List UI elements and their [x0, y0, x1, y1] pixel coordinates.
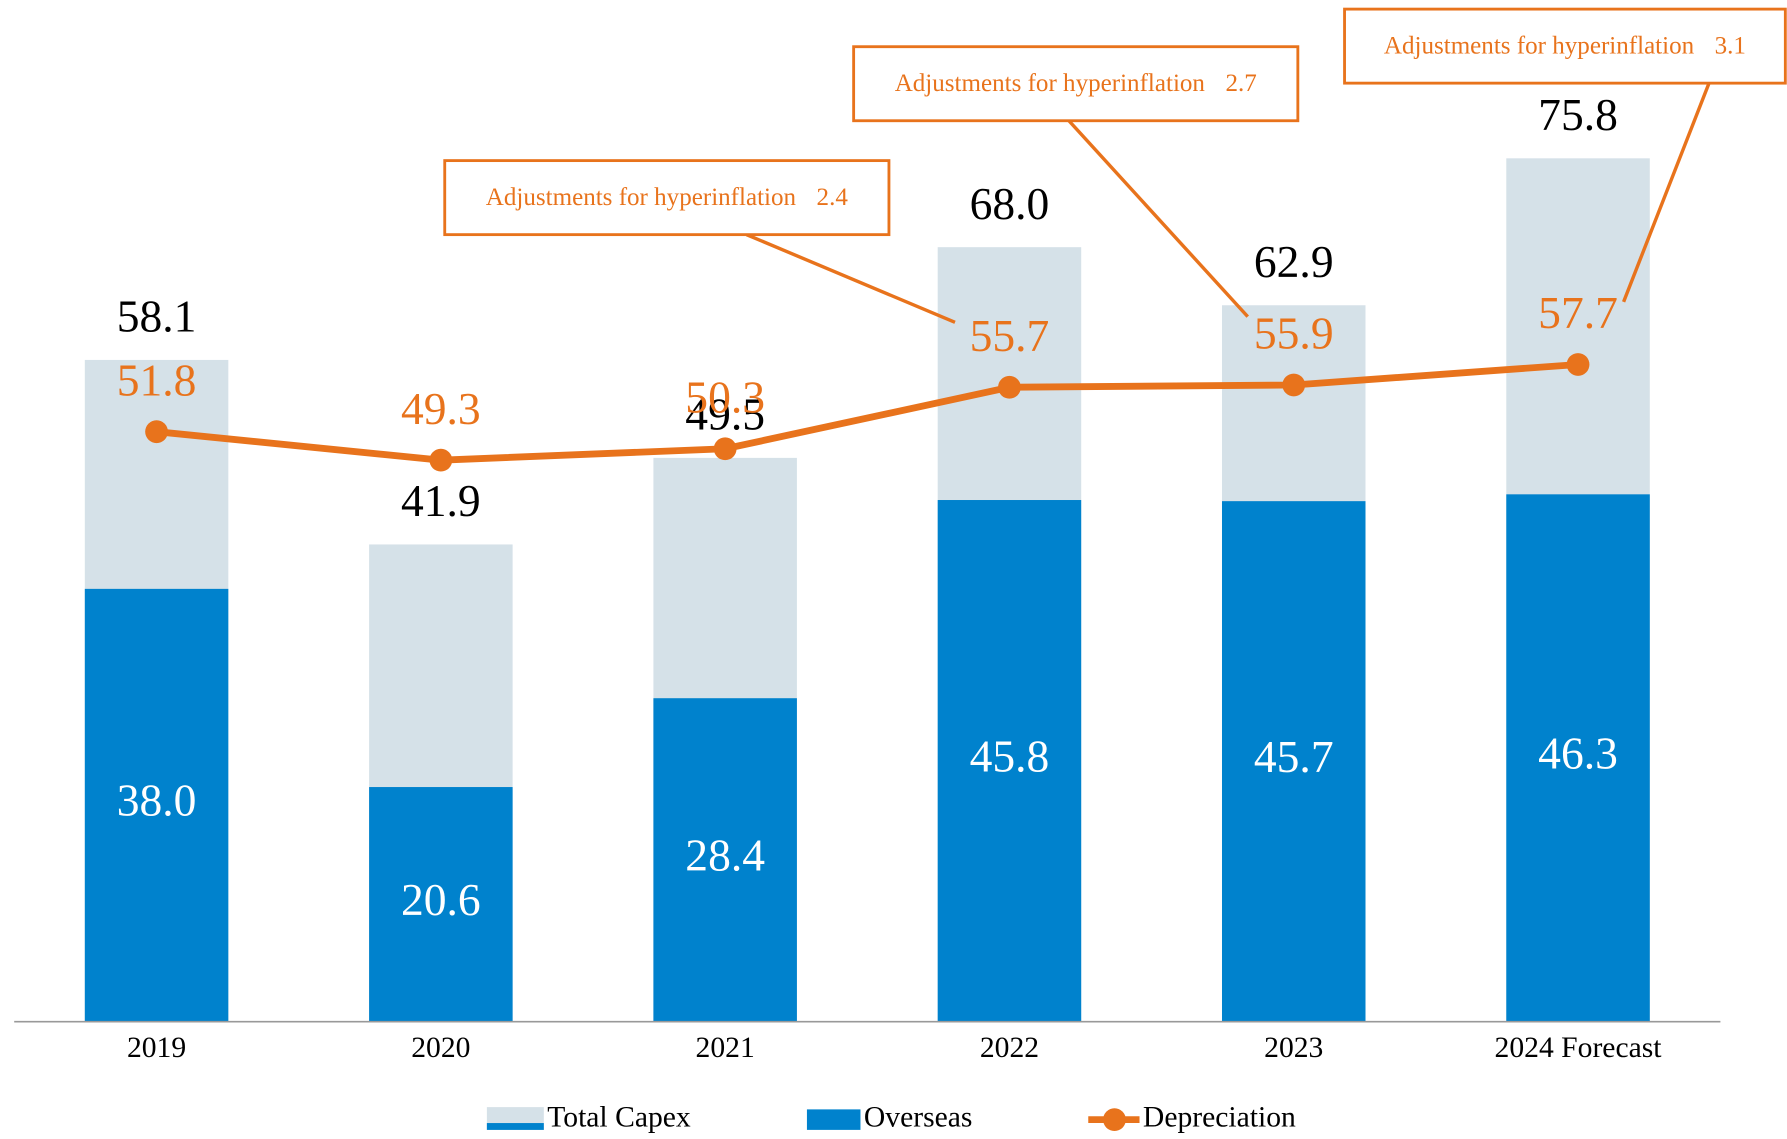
annotation-box	[443, 159, 891, 237]
overseas-bar	[1506, 494, 1650, 1022]
x-tick-label: 2020	[411, 1032, 470, 1064]
x-tick-label: 2024 Forecast	[1495, 1032, 1663, 1064]
overseas-label: 45.7	[1254, 731, 1334, 782]
x-tick-label: 2023	[1264, 1032, 1323, 1064]
overseas-bar	[369, 787, 513, 1022]
annotation-leader	[745, 233, 956, 324]
overseas-label: 20.6	[401, 874, 481, 925]
overseas-bar	[1221, 501, 1366, 1022]
depreciation-dot	[1282, 373, 1306, 397]
annotation-label: Adjustments for hyperinflation	[895, 70, 1206, 97]
overseas-bar	[653, 698, 797, 1022]
depreciation-line	[156, 361, 1579, 464]
legend-swatch	[806, 1109, 861, 1130]
overseas-bar	[84, 588, 229, 1022]
annotation-text: Adjustments for hyperinflation 2.7	[895, 70, 1257, 97]
legend-swatch	[486, 1123, 544, 1130]
annotation-text: Adjustments for hyperinflation 3.1	[1384, 32, 1746, 59]
annotation-leader	[1622, 82, 1711, 303]
depreciation-dot	[429, 448, 453, 472]
overseas-label: 28.4	[685, 829, 765, 880]
depreciation-label: 55.7	[970, 310, 1050, 361]
annotation-box	[852, 45, 1300, 123]
x-tick-label: 2019	[127, 1032, 186, 1064]
annotation-label: Adjustments for hyperinflation	[1384, 32, 1695, 59]
annotation-value: 2.7	[1225, 70, 1256, 97]
overseas-label: 45.8	[970, 730, 1050, 781]
legend-swatch	[1103, 1108, 1126, 1132]
legend-label: Overseas	[864, 1101, 973, 1133]
annotation-label: Adjustments for hyperinflation	[486, 184, 797, 211]
depreciation-label: 49.3	[401, 383, 481, 434]
total-label: 41.9	[401, 475, 481, 526]
x-tick-label: 2022	[980, 1032, 1039, 1064]
total-label: 62.9	[1254, 236, 1334, 287]
depreciation-dot	[998, 375, 1021, 399]
total-label: 68.0	[970, 178, 1050, 229]
x-tick-label: 2021	[696, 1032, 755, 1064]
annotation-leader	[1067, 119, 1249, 318]
overseas-bar	[937, 500, 1082, 1022]
legend-label: Depreciation	[1143, 1101, 1296, 1133]
depreciation-dot	[145, 420, 168, 444]
annotation-text: Adjustments for hyperinflation 2.4	[486, 184, 849, 211]
depreciation-label: 57.7	[1538, 287, 1618, 338]
annotation-value: 3.1	[1715, 32, 1746, 59]
depreciation-label: 50.3	[685, 372, 765, 423]
annotation-box	[1343, 7, 1787, 85]
overseas-label: 38.0	[117, 775, 197, 826]
depreciation-dot	[713, 437, 737, 461]
annotation-value: 2.4	[817, 184, 849, 211]
depreciation-dot	[1566, 353, 1590, 376]
depreciation-label: 51.8	[117, 354, 197, 405]
total-label: 49.5	[685, 389, 765, 440]
total-label: 75.8	[1538, 89, 1618, 140]
overseas-label: 46.3	[1538, 727, 1618, 778]
depreciation-label: 55.9	[1254, 308, 1334, 359]
total-label: 58.1	[117, 291, 197, 342]
legend-label: Total Capex	[547, 1101, 691, 1133]
